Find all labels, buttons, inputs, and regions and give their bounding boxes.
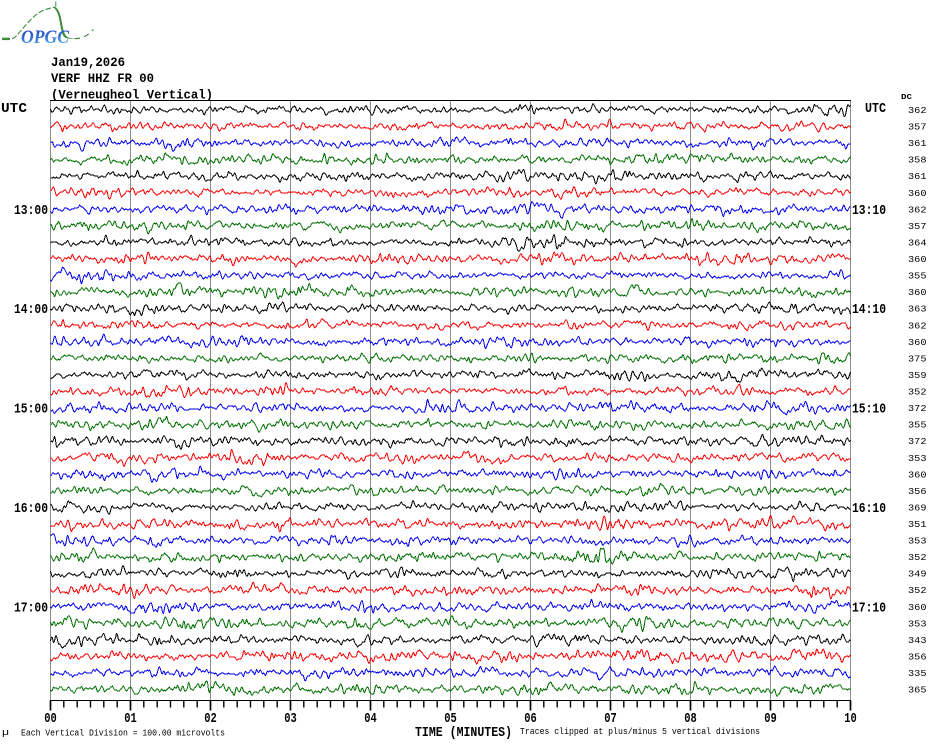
- svg-text:µ: µ: [2, 728, 9, 738]
- svg-text:362: 362: [908, 205, 927, 215]
- svg-text:357: 357: [908, 222, 927, 232]
- svg-text:360: 360: [908, 338, 927, 348]
- svg-text:UTC: UTC: [1, 101, 28, 117]
- svg-text:351: 351: [908, 520, 927, 530]
- svg-text:02: 02: [204, 712, 217, 727]
- svg-text:06: 06: [524, 712, 537, 727]
- svg-text:13:00: 13:00: [14, 203, 48, 219]
- svg-text:01: 01: [124, 712, 137, 727]
- svg-text:369: 369: [908, 503, 927, 513]
- svg-text:355: 355: [908, 272, 927, 282]
- svg-text:07: 07: [604, 712, 617, 727]
- svg-text:17:10: 17:10: [852, 600, 886, 616]
- svg-text:360: 360: [908, 603, 927, 613]
- svg-text:357: 357: [908, 123, 927, 133]
- svg-text:360: 360: [908, 255, 927, 265]
- svg-text:363: 363: [908, 305, 927, 315]
- svg-text:364: 364: [908, 239, 927, 249]
- svg-text:VERF HHZ FR 00: VERF HHZ FR 00: [51, 71, 154, 86]
- svg-text:356: 356: [908, 487, 927, 497]
- svg-text:15:00: 15:00: [14, 402, 48, 418]
- svg-text:361: 361: [908, 172, 927, 182]
- svg-text:OPGC: OPGC: [21, 28, 70, 48]
- svg-text:17:00: 17:00: [14, 600, 48, 616]
- svg-text:365: 365: [908, 686, 927, 696]
- svg-text:TIME (MINUTES): TIME (MINUTES): [415, 725, 512, 741]
- svg-text:14:10: 14:10: [852, 302, 886, 318]
- svg-text:13:10: 13:10: [852, 203, 886, 219]
- svg-text:352: 352: [908, 553, 927, 563]
- svg-text:362: 362: [908, 106, 927, 116]
- svg-text:356: 356: [908, 653, 927, 663]
- svg-text:343: 343: [908, 636, 927, 646]
- svg-text:DC: DC: [901, 94, 913, 102]
- svg-text:UTC: UTC: [865, 101, 886, 117]
- svg-text:15:10: 15:10: [852, 402, 886, 418]
- svg-text:353: 353: [908, 619, 927, 629]
- svg-text:10: 10: [844, 712, 857, 727]
- svg-text:355: 355: [908, 421, 927, 431]
- svg-text:09: 09: [764, 712, 777, 727]
- svg-text:360: 360: [908, 470, 927, 480]
- svg-text:352: 352: [908, 388, 927, 398]
- svg-text:04: 04: [364, 712, 377, 727]
- svg-text:Traces clipped at plus/minus 5: Traces clipped at plus/minus 5 vertical …: [520, 726, 760, 737]
- svg-text:361: 361: [908, 139, 927, 149]
- svg-text:14:00: 14:00: [14, 302, 48, 318]
- svg-text:(Verneugheol Vertical): (Verneugheol Vertical): [51, 87, 213, 102]
- svg-text:16:00: 16:00: [14, 501, 48, 517]
- svg-text:Each Vertical Division = 100.: Each Vertical Division = 100.00 microvol…: [21, 728, 225, 739]
- svg-text:360: 360: [908, 288, 927, 298]
- svg-text:353: 353: [908, 454, 927, 464]
- svg-text:359: 359: [908, 371, 927, 381]
- svg-text:03: 03: [284, 712, 297, 727]
- svg-text:353: 353: [908, 537, 927, 547]
- svg-text:372: 372: [908, 437, 927, 447]
- svg-text:358: 358: [908, 156, 927, 166]
- svg-text:352: 352: [908, 586, 927, 596]
- svg-text:362: 362: [908, 321, 927, 331]
- svg-text:Jan19,2026: Jan19,2026: [51, 55, 125, 70]
- svg-text:375: 375: [908, 354, 927, 364]
- svg-text:00: 00: [44, 712, 57, 727]
- svg-text:05: 05: [444, 712, 457, 727]
- svg-text:360: 360: [908, 189, 927, 199]
- svg-text:16:10: 16:10: [852, 501, 886, 517]
- svg-text:08: 08: [684, 712, 697, 727]
- svg-text:372: 372: [908, 404, 927, 414]
- svg-text:335: 335: [908, 669, 927, 679]
- svg-text:349: 349: [908, 570, 927, 580]
